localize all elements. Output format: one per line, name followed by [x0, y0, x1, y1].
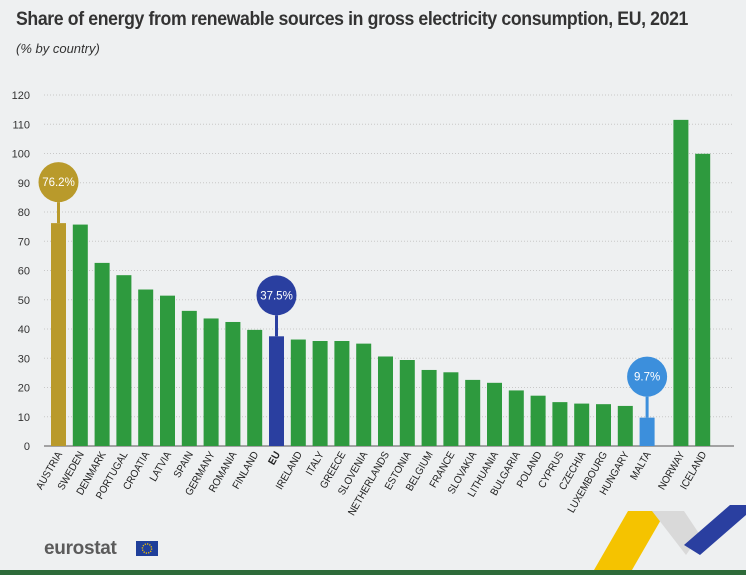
bar-slovenia	[356, 343, 372, 446]
bar-norway	[673, 119, 689, 447]
callout-value-eu: 37.5%	[260, 290, 293, 302]
bar-belgium	[421, 369, 437, 446]
y-tick-label: 20	[18, 383, 30, 395]
value-callouts: 76.2% 37.5% 9.7%	[38, 162, 668, 418]
bar-luxembourg	[596, 404, 611, 446]
bar-germany	[203, 318, 219, 446]
y-tick-label: 50	[18, 295, 30, 307]
bar-czechia	[574, 403, 590, 446]
chart-subtitle: (% by country)	[16, 41, 100, 56]
callout-bubble-eu	[256, 275, 297, 316]
footer-decoration	[594, 505, 746, 570]
y-tick-label: 90	[18, 178, 30, 190]
bar-portugal	[116, 275, 132, 446]
y-tick-label: 10	[18, 412, 30, 424]
callout-bubble-malta	[627, 356, 668, 397]
bar-eu	[269, 336, 284, 446]
bar-cyprus	[552, 402, 568, 446]
chart-title: Share of energy from renewable sources i…	[16, 9, 688, 30]
bar-latvia	[160, 295, 175, 446]
bar-ireland	[290, 339, 306, 446]
eu-flag-icon	[136, 541, 158, 556]
x-tick-label-eu: EU	[267, 450, 284, 467]
y-tick-label: 110	[12, 119, 30, 131]
bar-netherlands	[378, 356, 393, 446]
y-tick-label: 60	[18, 266, 30, 278]
bar-poland	[530, 395, 546, 446]
bar-bulgaria	[508, 390, 524, 446]
y-tick-label: 80	[18, 207, 30, 219]
bar-slovakia	[465, 379, 481, 446]
y-tick-label: 120	[12, 90, 30, 102]
bar-france	[443, 372, 459, 446]
y-tick-label: 30	[18, 353, 30, 365]
bar-romania	[225, 321, 241, 446]
callout-bubble-austria	[38, 162, 79, 203]
bars	[51, 119, 711, 447]
x-tick-label-latvia: LATVIA	[148, 450, 174, 484]
bar-lithuania	[487, 382, 502, 446]
y-tick-label: 0	[24, 441, 30, 453]
bottom-bar	[0, 570, 746, 575]
bar-italy	[312, 340, 328, 446]
bar-greece	[334, 340, 350, 446]
bar-spain	[181, 310, 197, 446]
bar-sweden	[72, 224, 88, 446]
bar-iceland	[695, 153, 711, 447]
bar-denmark	[94, 262, 110, 446]
bar-austria	[51, 223, 66, 446]
yellow-stripe	[594, 511, 666, 570]
y-tick-label: 100	[12, 149, 30, 161]
callout-value-austria: 76.2%	[42, 177, 75, 189]
bar-hungary	[617, 405, 633, 446]
callout-value-malta: 9.7%	[634, 372, 660, 384]
bar-croatia	[138, 289, 154, 446]
y-axis: 0 10 20 30 40 50 60 70 80 90 100 110 120	[12, 90, 30, 453]
bar-malta	[639, 417, 655, 446]
bar-estonia	[399, 360, 415, 446]
eurostat-logo: eurostat	[44, 538, 117, 559]
x-tick-label-malta: MALTA	[629, 450, 654, 483]
bar-finland	[247, 329, 263, 446]
y-tick-label: 40	[18, 324, 30, 336]
x-tick-label-italy: ITALY	[304, 450, 327, 478]
y-tick-label: 70	[18, 236, 30, 248]
blue-stripe	[684, 505, 746, 555]
